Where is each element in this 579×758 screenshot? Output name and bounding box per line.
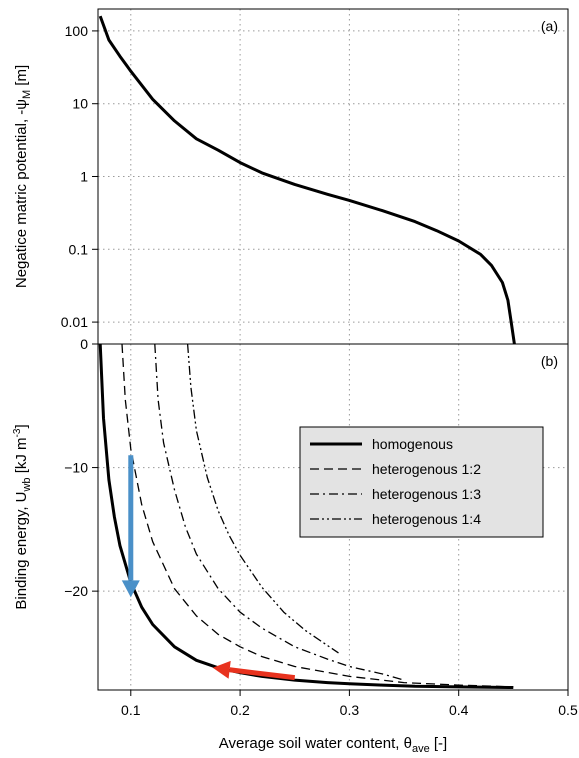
annotation-arrow-head bbox=[212, 660, 231, 679]
panel-a-label: (a) bbox=[541, 18, 558, 34]
panel-a-y-ticks: 100 10 1 0.1 0.01 bbox=[61, 23, 98, 330]
x-axis-title: Average soil water content, θave [-] bbox=[219, 735, 447, 755]
x-tick-label: 0.2 bbox=[230, 702, 250, 718]
panel-b: 0 −10 −20 0.1 0.2 0.3 0.4 0.5 (b) Binding ener… bbox=[12, 336, 578, 755]
annotation-arrow-head bbox=[121, 580, 140, 598]
x-tick-label: 0.5 bbox=[558, 702, 578, 718]
panel-a-y-axis-title-sub: M bbox=[21, 90, 33, 99]
panel-b-x-ticks: 0.1 0.2 0.3 0.4 0.5 bbox=[121, 690, 578, 718]
panel-a-series bbox=[98, 15, 516, 345]
panel-b-label: (b) bbox=[541, 353, 558, 369]
panel-b-y-axis-title: Binding energy, Uwb [kJ m-3] bbox=[12, 424, 33, 609]
panel-a-y-axis-title: Negatice matric potential, -ψM [m] bbox=[13, 65, 33, 288]
panel-a-y-tick-label: 0.01 bbox=[61, 314, 88, 330]
legend-label: heterogenous 1:2 bbox=[372, 461, 481, 477]
panel-a: 100 10 1 0.1 0.01 (a) Negatice matric potent… bbox=[13, 8, 569, 345]
panel-a-curve bbox=[98, 15, 516, 345]
panel-b-frame bbox=[97, 343, 569, 691]
legend: homogenous heterogenous 1:2 heterogenous 1… bbox=[299, 426, 544, 538]
x-axis-title-sub: ave bbox=[412, 743, 430, 755]
panel-b-y-axis-title-sub: wb bbox=[21, 477, 33, 492]
panel-a-y-tick-label: 10 bbox=[72, 96, 88, 112]
panel-b-y-tick-label: 0 bbox=[80, 336, 88, 352]
annotation-arrow-shaft bbox=[229, 667, 296, 681]
panel-b-y-axis-title-mid: [kJ m bbox=[13, 437, 30, 477]
x-tick-label: 0.3 bbox=[340, 702, 360, 718]
panel-a-y-tick-label: 100 bbox=[65, 23, 89, 39]
panel-b-series bbox=[98, 343, 514, 689]
panel-b-y-axis-title-main: Binding energy, U bbox=[13, 492, 30, 610]
panel-b-y-axis-title-tail: ] bbox=[13, 424, 30, 428]
series-line-solid bbox=[98, 343, 514, 689]
panel-b-arrows bbox=[121, 455, 296, 681]
panel-a-y-tick-label: 0.1 bbox=[69, 241, 89, 257]
panel-a-grid bbox=[98, 9, 568, 344]
panel-b-y-axis-title-sup: -3 bbox=[12, 428, 23, 437]
series-line-dashdotdot bbox=[186, 343, 339, 654]
panel-a-y-axis-title-tail: [m] bbox=[13, 65, 30, 90]
legend-label: homogenous bbox=[372, 436, 453, 452]
panel-b-y-ticks: 0 −10 −20 bbox=[64, 336, 98, 599]
legend-label: heterogenous 1:3 bbox=[372, 486, 481, 502]
x-axis-title-tail: [-] bbox=[430, 735, 448, 752]
panel-b-y-tick-label: −20 bbox=[64, 583, 88, 599]
x-tick-label: 0.1 bbox=[121, 702, 141, 718]
series-line-dashed bbox=[121, 343, 514, 688]
panel-a-y-tick-label: 1 bbox=[80, 169, 88, 185]
series-line-dashdot bbox=[154, 343, 405, 681]
x-tick-label: 0.4 bbox=[449, 702, 469, 718]
panel-b-y-tick-label: −10 bbox=[64, 460, 88, 476]
legend-label: heterogenous 1:4 bbox=[372, 511, 481, 527]
x-axis-title-main: Average soil water content, θ bbox=[219, 735, 412, 752]
panel-a-y-axis-title-main: Negatice matric potential, -ψ bbox=[13, 99, 30, 288]
